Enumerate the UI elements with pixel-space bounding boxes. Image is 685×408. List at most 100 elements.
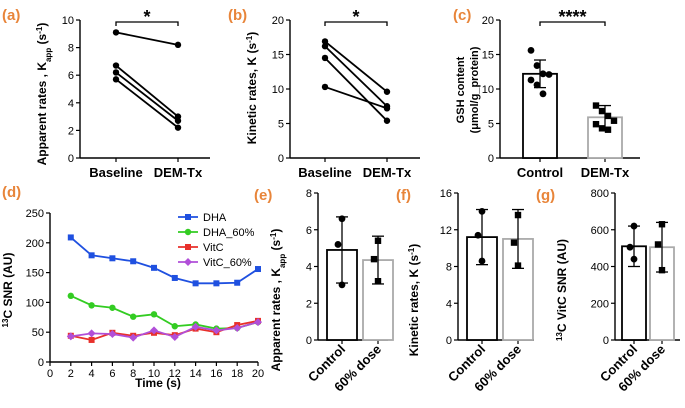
panel-b-ylabel: Kinetic rates, K (s-1)	[245, 32, 260, 145]
panel-d-series-line-VitC	[70, 319, 259, 341]
panel-b-data-point	[383, 88, 391, 95]
panel-f-data-point	[478, 207, 486, 215]
panel-label-b: (b)	[228, 7, 247, 24]
panel-a-y-tick-label: 2	[68, 125, 74, 137]
panel-d-data-point	[233, 324, 242, 333]
panel-d-data-point	[212, 326, 221, 335]
panel-d-data-point	[129, 333, 138, 342]
panel-a-category-label: Baseline	[89, 165, 142, 180]
panel-d-legend-marker	[184, 258, 192, 266]
panel-d-data-point	[254, 318, 262, 327]
panel-d-xlabel: Time (s)	[135, 376, 181, 390]
panel-c-data-point	[592, 102, 600, 109]
panel-d-data-point	[87, 329, 96, 338]
panel-c-data-point	[527, 76, 535, 84]
panel-b-pair-line	[324, 40, 388, 93]
panel-d-data-point	[109, 304, 116, 311]
panel-c-significance-bracket	[539, 21, 606, 26]
panel-f-y-tick-label: 8	[446, 262, 452, 274]
panel-c-data-point	[598, 107, 606, 115]
panel-b-y-tick-label: 5	[278, 119, 284, 131]
panel-b-pair-line	[324, 57, 388, 122]
panel-d-data-point	[151, 264, 157, 271]
panel-a-pair-line	[115, 64, 179, 118]
panel-a-data-point	[174, 41, 182, 49]
panel-d-legend-marker	[184, 228, 192, 236]
panel-b-data-point	[383, 117, 391, 124]
panel-a-significance-bracket	[115, 21, 179, 26]
panel-a-data-point	[112, 69, 120, 76]
panel-a-y-tick-label: 8	[68, 43, 74, 55]
panel-d-data-point	[67, 292, 75, 300]
panel-d-x-tick-label: 12	[169, 368, 181, 380]
panel-label-a: (a)	[2, 7, 20, 24]
panel-a-category-label: DEM-Tx	[154, 165, 203, 180]
panel-label-c: (c)	[453, 7, 471, 24]
panel-a-pair-line	[115, 71, 179, 122]
panel-d-legend-label: DHA	[203, 212, 227, 224]
panel-e-data-point	[374, 237, 382, 244]
panel-d-y-tick-label: 250	[26, 208, 44, 220]
panel-e-data-point	[338, 281, 346, 289]
panel-b-pair-line	[324, 45, 388, 107]
panel-c-y-tick-label: 5	[488, 119, 494, 131]
panel-e-data-point	[374, 278, 382, 285]
panel-g-y-tick-label: 200	[591, 298, 609, 310]
panel-c-category-label: DEM-Tx	[581, 165, 630, 180]
panel-f-data-point	[478, 257, 486, 265]
panel-b-data-point	[321, 38, 329, 45]
panel-c-data-point	[533, 81, 541, 89]
panel-d-series-line-DHA_60%	[70, 295, 259, 330]
panel-d-x-tick-label: 6	[109, 368, 115, 380]
panel-g-y-tick-label: 400	[591, 262, 609, 274]
panel-d-data-point	[88, 302, 95, 309]
panel-d-data-point	[150, 311, 158, 318]
panel-f-data-point	[510, 239, 518, 246]
panel-d-data-point	[170, 332, 179, 341]
panel-d-data-point	[109, 255, 116, 262]
panel-c-ylabel-line2: (μmol/g_protein)	[469, 46, 481, 133]
panel-a-data-point	[112, 29, 120, 36]
panel-a-y-tick-label: 10	[62, 15, 74, 27]
panel-d-series-line-DHA	[70, 236, 259, 285]
panel-c-y-tick-label: 20	[482, 15, 494, 27]
panel-g-y-tick-label: 800	[591, 188, 609, 200]
panel-c-ylabel-line1: GSH content	[455, 56, 467, 123]
panel-c-data-point	[539, 70, 547, 78]
panel-d-data-point	[171, 274, 178, 281]
panel-d-legend-label: VitC_60%	[203, 257, 252, 269]
panel-b-y-tick-label: 15	[272, 50, 284, 62]
panel-label-e: (e)	[254, 187, 272, 204]
panel-d-data-point	[191, 322, 200, 331]
panel-d-x-tick-label: 8	[130, 368, 136, 380]
panel-g-y-tick-label: 600	[591, 225, 609, 237]
panel-a-pair-line	[115, 31, 179, 46]
panel-d-legend-marker	[185, 214, 191, 220]
panel-d-legend-marker	[185, 244, 191, 250]
panel-d-ylabel: 13C SNR (AU)	[1, 253, 16, 328]
panel-c-y-tick-label: 10	[482, 84, 494, 96]
panel-d-data-point	[108, 329, 117, 338]
panel-e-data-point	[338, 215, 346, 223]
panel-d-data-point	[192, 280, 199, 287]
panel-b-y-tick-label: 20	[272, 15, 284, 27]
panel-b-data-point	[383, 105, 391, 112]
panel-c-data-point	[539, 90, 547, 98]
panel-b-category-label: DEM-Tx	[363, 165, 412, 180]
panel-c-y-tick-label: 0	[488, 153, 494, 165]
panel-d-y-tick-label: 200	[26, 238, 44, 250]
panel-d-x-tick-label: 0	[47, 368, 53, 380]
panel-e-data-point	[334, 241, 342, 248]
panel-d-y-tick-label: 0	[38, 357, 44, 369]
panel-c-data-point	[545, 71, 553, 78]
panel-b-pair-line	[324, 86, 388, 110]
panel-f-data-point	[474, 231, 482, 239]
panel-a-data-point	[174, 117, 182, 124]
panel-a-y-tick-label: 4	[68, 98, 74, 110]
panel-e-y-tick-label: 0	[306, 335, 312, 347]
panel-d-x-tick-label: 18	[231, 368, 243, 380]
panel-d-x-tick-label: 14	[189, 368, 201, 380]
panel-d-x-tick-label: 16	[210, 368, 222, 380]
panel-g-y-tick-label: 0	[603, 335, 609, 347]
